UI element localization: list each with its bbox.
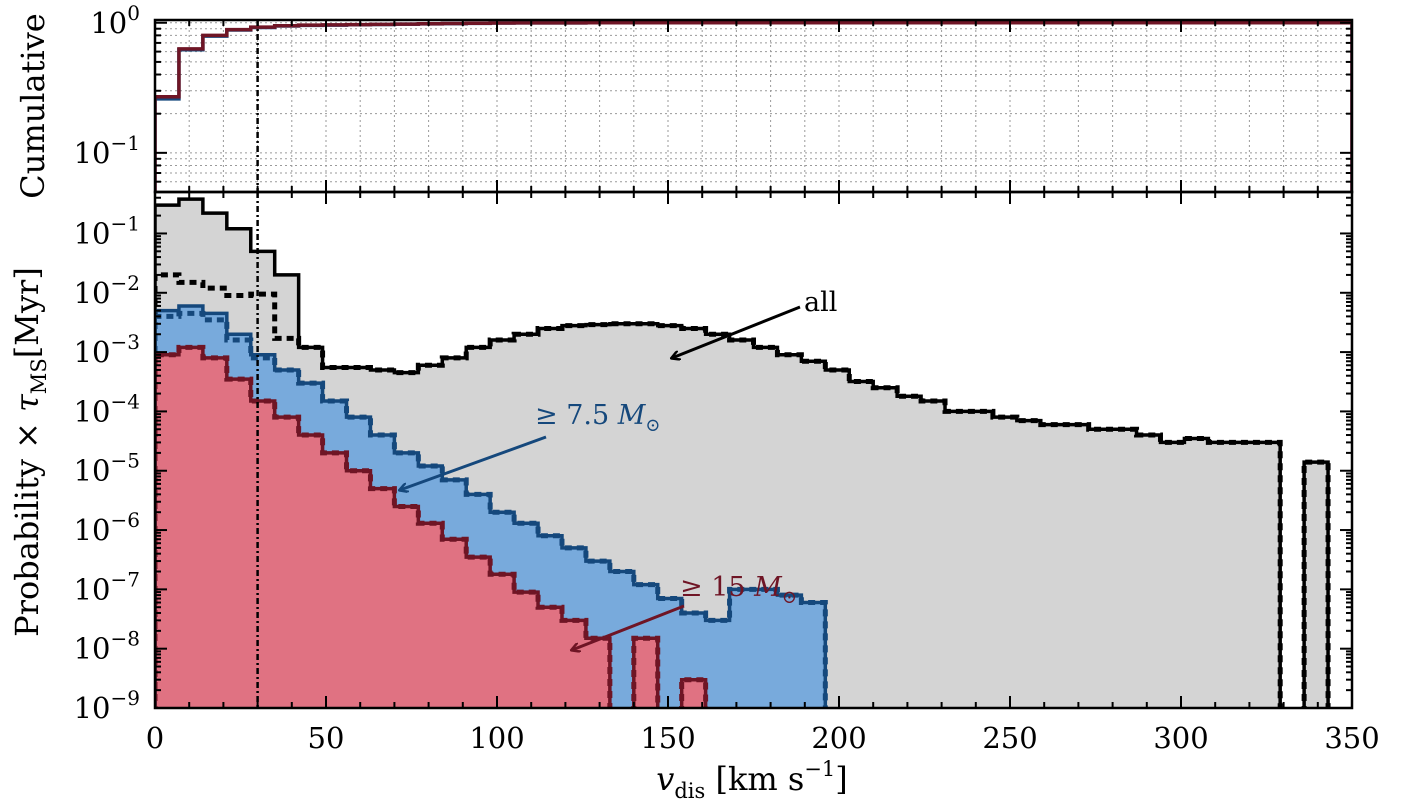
series-dashed-0	[155, 272, 1331, 708]
x-tick-label: 100	[469, 721, 524, 755]
x-tick-label: 350	[1324, 721, 1379, 755]
series-dashed-2	[155, 344, 709, 708]
top-series	[155, 21, 1352, 192]
annotation-all-label: all	[804, 287, 837, 318]
x-tick-label: 150	[640, 721, 695, 755]
annotation-15: ≥ 15 M⊙	[572, 572, 797, 650]
bottom-y-tick-label: 10−5	[74, 449, 140, 488]
bottom-y-tick-label: 10−7	[74, 567, 140, 606]
bottom-y-tick-label: 10−9	[74, 686, 140, 725]
bottom-y-tick-label: 10−1	[74, 211, 140, 250]
annotation-all: all	[672, 287, 837, 358]
top-grid	[155, 20, 1352, 192]
top-y-tick-label: 100	[90, 1, 140, 40]
top-y-tick-labels: 100 10−1	[74, 1, 140, 170]
bottom-y-tick-label: 10−2	[74, 271, 140, 310]
bottom-ylabel: Probability × τMS[Myr]	[8, 267, 51, 637]
probability-panel: 10−1 10−2 10−3 10−4 10−5 10−6 10−7 10−8 10−9 0 50…	[8, 190, 1380, 803]
x-tick-label: 200	[811, 721, 866, 755]
cumulative-line-0	[155, 21, 1352, 192]
x-tick-label: 50	[308, 721, 345, 755]
bottom-lines	[155, 197, 1331, 708]
annotation-7p5-label: ≥ 7.5 M⊙	[535, 400, 660, 436]
bottom-y-tick-label: 10−4	[74, 389, 140, 428]
x-tick-label: 300	[1153, 721, 1208, 755]
bottom-y-tick-label: 10−6	[74, 508, 140, 547]
bottom-y-tick-label: 10−3	[74, 330, 140, 369]
annotation-7p5: ≥ 7.5 M⊙	[400, 400, 660, 490]
bottom-x-tick-labels: 0 50 100 150 200 250 300 350	[146, 721, 1380, 755]
x-tick-label: 250	[982, 721, 1037, 755]
x-tick-label: 0	[146, 721, 164, 755]
bottom-frame	[153, 190, 1354, 710]
bottom-fills	[155, 199, 1329, 708]
top-ticks	[154, 20, 1353, 193]
bottom-y-tick-label: 10−8	[74, 627, 140, 666]
bottom-y-tick-labels: 10−1 10−2 10−3 10−4 10−5 10−6 10−7 10−8 10−9	[74, 211, 140, 725]
series-dashed-1	[155, 310, 828, 708]
annotation-15-label: ≥ 15 M⊙	[680, 572, 797, 608]
top-y-tick-label: 10−1	[74, 131, 140, 170]
bottom-xlabel: vdis [km s−1]	[656, 757, 847, 803]
series-fill-2	[155, 347, 706, 708]
top-frame	[153, 18, 1354, 194]
cumulative-panel: 100 10−1 Cumulative	[14, 1, 1354, 199]
top-ylabel: Cumulative	[14, 13, 52, 198]
cumulative-line-1	[155, 21, 1352, 192]
